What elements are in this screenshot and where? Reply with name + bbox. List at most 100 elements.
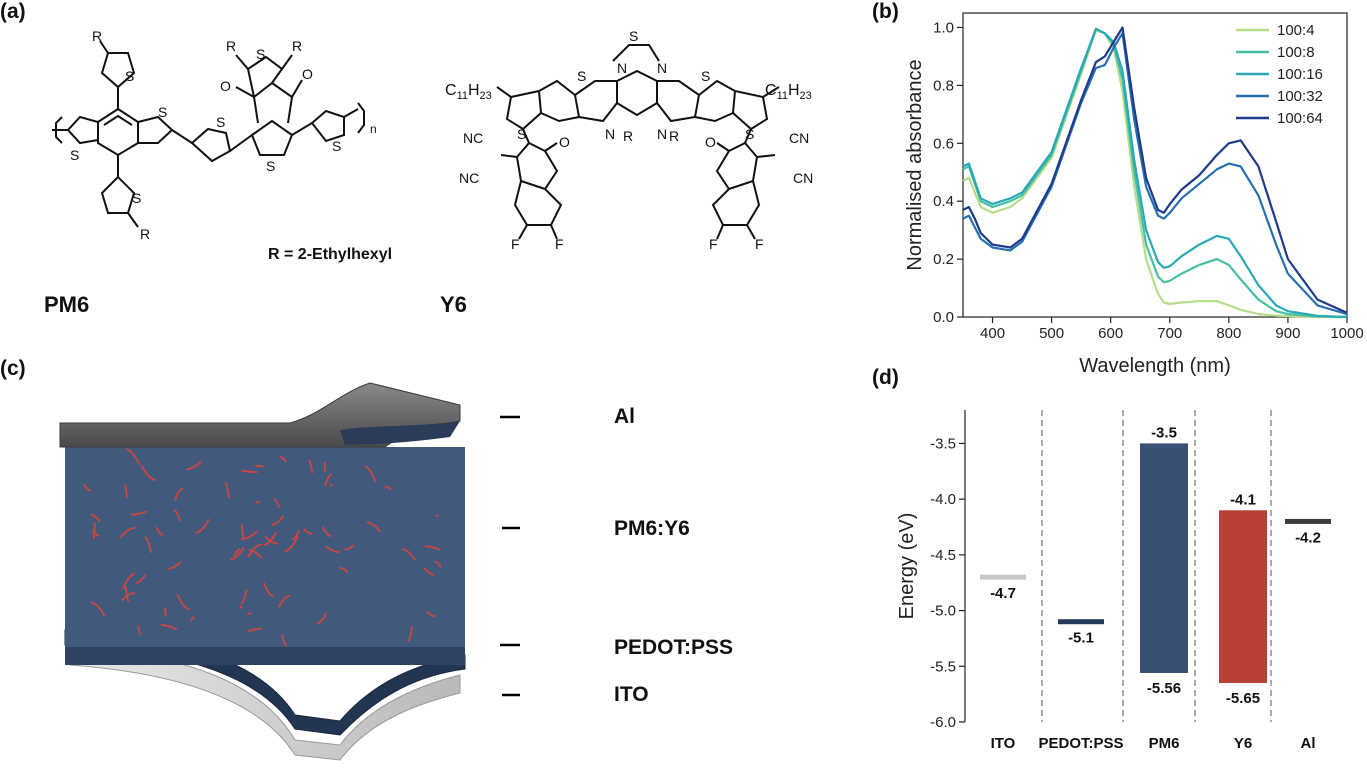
fibril [364,465,377,483]
label-al: Al [614,405,635,428]
y-tick-label: 0.0 [933,309,954,326]
svg-text:O: O [220,78,231,94]
r-group-definition: R = 2-Ethylhexyl [268,246,393,263]
category-label: PM6 [1149,735,1180,752]
fibril [263,582,274,597]
svg-text:S: S [125,68,134,84]
y-tick-label: -5.0 [930,603,956,620]
svg-text:O: O [705,134,716,150]
fibril [366,521,381,533]
active-layer-side [65,647,465,665]
svg-text:F: F [709,236,718,252]
label-pedot: PEDOT:PSS [614,636,734,659]
fibril [241,530,258,541]
x-tick-label: 900 [1275,325,1300,342]
svg-text:CN: CN [789,130,809,146]
svg-text:S: S [701,68,710,84]
svg-text:F: F [555,236,564,252]
series-line-100:4 [962,29,1347,319]
svg-text:S: S [577,68,586,84]
fibril [426,610,436,618]
svg-text:R: R [140,226,150,242]
svg-text:N: N [657,60,667,76]
svg-text:C11H23: C11H23 [765,82,812,102]
series-line-100:16 [962,27,1348,319]
svg-text:S: S [132,190,141,206]
fibril [303,528,313,535]
fibril [248,627,262,633]
y-tick-label: 1.0 [933,19,954,36]
svg-text:R: R [669,128,679,144]
fibril [273,498,280,509]
y-tick-label: 0.2 [933,251,954,268]
svg-text:n: n [370,122,377,136]
fibril [90,513,101,522]
fibril [321,526,332,537]
plot-frame [962,12,1348,318]
svg-text:S: S [629,28,638,44]
legend-entry: 100:8 [1277,44,1315,61]
fibril [240,589,248,604]
fibril [121,591,136,601]
y-tick-label: 0.8 [933,77,954,94]
svg-text:C11H23: C11H23 [445,82,492,102]
y-axis-label: Normalised absorbance [904,59,926,270]
x-tick-label: 400 [980,325,1005,342]
svg-text:S: S [216,114,225,130]
fibril [233,548,241,558]
category-label: Y6 [1234,735,1252,752]
energy-label-top: -3.5 [1151,424,1177,441]
fibril [160,624,178,631]
fibril [401,548,416,561]
fibril [90,601,106,617]
svg-text:R: R [92,28,102,44]
fibril [135,574,146,584]
svg-text:S: S [266,158,275,174]
panel-label-d: (d) [872,366,899,389]
pm6-name: PM6 [44,292,90,317]
device-stack-illustration [59,382,520,761]
active-layer-fibrils [83,448,442,647]
x-tick-label: 1000 [1330,325,1363,342]
fibril [155,526,164,536]
y-axis-label: Energy (eV) [896,513,918,620]
y6-structure: S N N N R S S C11H23 N R S S C11H23 O NC… [445,28,813,252]
y-tick-label: -4.5 [930,547,956,564]
fibril [83,483,92,492]
fibril [279,456,287,463]
energy-level-PEDOT:PSS [1058,619,1104,625]
fibril [316,612,327,625]
fibril [344,544,355,551]
svg-text:O: O [302,66,313,82]
fibril [434,560,442,568]
fibril [186,461,202,471]
energy-level-Al [1285,518,1331,524]
fibril [325,545,340,554]
x-tick-label: 600 [1098,325,1123,342]
fibril [248,549,263,559]
legend-entry: 100:16 [1277,66,1323,83]
energy-label-top: -4.1 [1230,491,1256,508]
ito-layer [69,644,461,761]
fibril [384,485,392,491]
legend-entry: 100:4 [1277,22,1315,39]
pm6-structure: S S S R S R S S O O S R R S n [52,28,377,242]
fibril [124,484,128,499]
energy-bar-PM6 [1140,443,1188,673]
fibril [247,543,262,558]
svg-text:S: S [70,147,79,163]
svg-text:F: F [755,236,764,252]
y-tick-label: -3.5 [930,435,956,452]
fibril [124,586,130,603]
x-tick-label: 500 [1039,325,1064,342]
legend-entry: 100:32 [1277,88,1323,105]
svg-text:CN: CN [793,170,813,186]
legend-entry: 100:64 [1277,110,1323,127]
svg-text:N: N [657,126,667,142]
fibril [92,522,96,540]
y-tick-label: -4.0 [930,491,956,508]
fibril [125,448,141,465]
active-layer-front [65,447,465,647]
category-label: ITO [991,735,1016,752]
energy-bar-Y6 [1219,510,1267,683]
